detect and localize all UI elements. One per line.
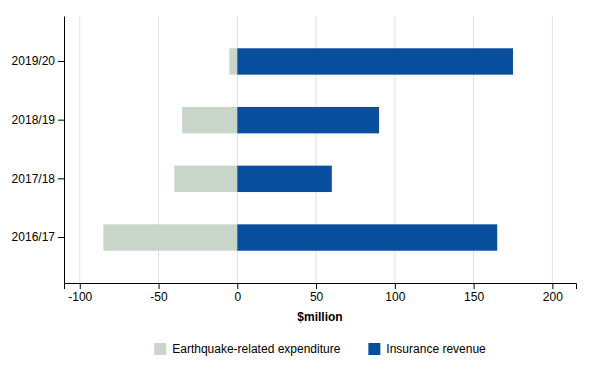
grid-line (79, 16, 80, 283)
x-tick: -100 (68, 283, 92, 304)
legend-swatch (368, 343, 380, 355)
plot-area: -100 -50 0 50 100 150 200 2016/17 2017/18 2018/19… (12, 16, 577, 324)
grid (80, 16, 553, 283)
x-tick-mark (474, 283, 475, 289)
x-tick-label: -50 (150, 290, 168, 304)
x-tick-label: -100 (68, 290, 92, 304)
x-tick-label: 200 (543, 290, 563, 304)
x-tick-label: 0 (234, 290, 241, 304)
bar (237, 48, 513, 74)
legend-item: Insurance revenue (368, 342, 486, 356)
x-tick-mark (395, 283, 396, 289)
y-tick-label: 2018/19 (12, 113, 56, 127)
x-tick: 50 (310, 283, 324, 304)
legend-swatch (154, 343, 166, 355)
legend-label: Insurance revenue (386, 342, 486, 356)
x-tick: 0 (234, 283, 241, 304)
x-tick: 200 (543, 283, 563, 304)
y-axis: 2016/17 2017/18 2018/19 2019/20 (12, 17, 65, 284)
x-tick-mark (316, 283, 317, 289)
bar (237, 166, 332, 192)
y-tick-mark (58, 61, 64, 62)
legend-item: Earthquake-related expenditure (154, 342, 340, 356)
x-tick-mark (80, 283, 81, 289)
bar (237, 107, 379, 133)
x-tick-label: 150 (464, 290, 484, 304)
chart-container: -100 -50 0 50 100 150 200 2016/17 2017/18 2018/19… (0, 0, 600, 369)
x-tick: -50 (150, 283, 168, 304)
x-axis: -100 -50 0 50 100 150 200 (65, 283, 577, 304)
x-tick-label: 50 (310, 290, 324, 304)
legend-label: Earthquake-related expenditure (172, 342, 340, 356)
y-tick: 2017/18 (12, 172, 64, 186)
y-tick-mark (58, 178, 64, 179)
y-tick-label: 2019/20 (12, 54, 56, 68)
y-axis-line (64, 17, 65, 284)
y-tick-mark (58, 120, 64, 121)
bar (182, 107, 237, 133)
y-tick-label: 2017/18 (12, 172, 56, 186)
x-tick-label: 100 (385, 290, 405, 304)
y-tick-label: 2016/17 (12, 230, 56, 244)
legend: Earthquake-related expenditure Insurance … (154, 342, 486, 356)
bar (229, 48, 237, 74)
x-tick-mark (237, 283, 238, 289)
y-tick: 2019/20 (12, 54, 64, 68)
y-tick-mark (58, 237, 64, 238)
x-tick-mark (552, 283, 553, 289)
y-tick: 2016/17 (12, 230, 64, 244)
x-axis-line (65, 284, 577, 290)
x-tick: 150 (464, 283, 484, 304)
bar (237, 224, 497, 250)
x-tick: 100 (385, 283, 405, 304)
series (237, 48, 513, 250)
bar (103, 224, 237, 250)
x-tick-mark (159, 283, 160, 289)
bars (103, 48, 513, 250)
y-tick: 2018/19 (12, 113, 64, 127)
x-axis-title: $million (297, 310, 342, 324)
chart-svg: -100 -50 0 50 100 150 200 2016/17 2017/18 2018/19… (0, 0, 600, 369)
series (103, 48, 237, 250)
grid-line (552, 16, 553, 283)
bar (174, 166, 237, 192)
